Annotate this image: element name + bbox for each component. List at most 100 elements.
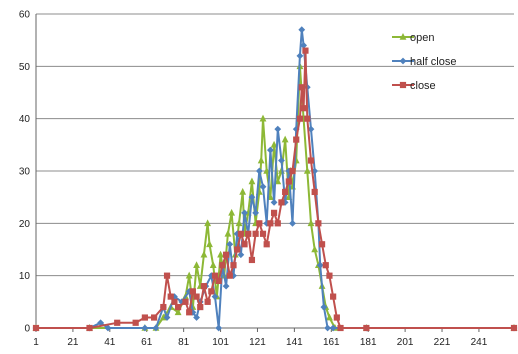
data-point-close: [315, 220, 322, 227]
data-point-close: [163, 272, 171, 279]
data-point-close: [234, 246, 241, 253]
data-point-close: [318, 241, 326, 248]
data-point-close: [197, 303, 204, 311]
data-point-open: [311, 245, 319, 253]
y-tick-label: 60: [19, 10, 31, 21]
data-point-close: [304, 115, 311, 122]
legend-label-close: close: [410, 80, 436, 92]
legend-item-half-close: half close: [392, 56, 456, 68]
data-point-half-close: [222, 282, 230, 290]
data-point-half-close: [215, 324, 223, 332]
data-point-half-close: [152, 324, 160, 332]
legend-label-open: open: [410, 32, 434, 44]
data-point-close: [293, 136, 300, 143]
data-point-open: [270, 140, 278, 148]
data-point-close: [333, 314, 340, 321]
data-point-close: [160, 303, 167, 311]
data-point-close: [282, 188, 289, 196]
data-point-close: [302, 47, 309, 54]
data-point-half-close: [320, 303, 328, 311]
data-point-close: [267, 220, 274, 227]
data-point-half-close: [298, 26, 306, 34]
data-point-close: [363, 324, 370, 332]
y-tick-label: 10: [19, 271, 31, 282]
data-point-close: [114, 319, 121, 326]
data-point-close: [510, 324, 518, 332]
data-point-close: [175, 303, 182, 311]
data-point-half-close: [316, 261, 324, 269]
x-tick-label: 1: [33, 337, 39, 348]
series-half-close: [32, 26, 518, 332]
legend-marker-close: [399, 81, 407, 89]
data-point-close: [204, 298, 211, 305]
data-point-close: [241, 241, 248, 248]
data-point-half-close: [248, 193, 256, 201]
data-point-half-close: [211, 293, 219, 300]
x-tick-label: 141: [286, 337, 303, 348]
data-point-close: [337, 324, 344, 332]
legend-item-open: open: [392, 32, 434, 44]
y-tick-label: 20: [19, 219, 31, 230]
data-point-half-close: [255, 167, 263, 175]
x-tick-label: 101: [212, 337, 229, 348]
data-point-open: [209, 261, 217, 268]
data-point-open: [204, 219, 212, 227]
x-tick-label: 81: [178, 337, 190, 348]
data-point-close: [171, 298, 178, 305]
data-point-close: [237, 230, 244, 237]
data-point-close: [248, 256, 256, 264]
data-point-half-close: [259, 183, 267, 191]
data-point-open: [206, 240, 213, 248]
data-point-close: [322, 262, 329, 269]
series-group: [32, 26, 518, 332]
data-point-half-close: [300, 42, 308, 49]
data-point-close: [219, 262, 226, 269]
data-point-open: [248, 177, 256, 185]
data-point-half-close: [241, 209, 248, 217]
data-point-close: [86, 324, 93, 332]
y-tick-label: 40: [19, 114, 31, 125]
legend: open half close close: [392, 32, 456, 92]
data-point-open: [200, 250, 208, 258]
data-point-close: [215, 277, 222, 284]
data-point-half-close: [278, 157, 285, 164]
data-point-close: [189, 288, 196, 295]
data-point-close: [200, 283, 208, 290]
legend-item-close: close: [392, 80, 436, 92]
x-tick-label: 201: [397, 337, 414, 348]
legend-label-half-close: half close: [410, 56, 456, 68]
data-point-open: [303, 167, 311, 174]
data-point-close: [182, 298, 189, 305]
data-point-open: [193, 261, 200, 268]
data-point-half-close: [226, 240, 234, 248]
x-tick-label: 41: [104, 337, 116, 348]
data-point-close: [298, 84, 305, 91]
data-point-close: [278, 199, 285, 206]
data-point-close: [256, 220, 263, 227]
x-tick-label: 241: [471, 337, 488, 348]
data-point-open: [259, 114, 267, 122]
data-point-half-close: [289, 219, 296, 227]
data-point-close: [193, 293, 200, 300]
data-point-half-close: [237, 251, 245, 259]
data-point-close: [296, 115, 304, 122]
data-point-close: [208, 288, 215, 295]
data-point-open: [239, 187, 247, 195]
data-point-open: [217, 250, 224, 258]
data-point-close: [270, 209, 278, 216]
legend-marker-half-close: [399, 57, 407, 65]
data-point-half-close: [104, 324, 112, 332]
data-point-half-close: [266, 146, 274, 154]
data-point-close: [245, 230, 252, 237]
data-point-close: [307, 157, 315, 164]
data-point-half-close: [281, 199, 289, 206]
data-point-half-close: [141, 324, 149, 332]
data-point-close: [141, 314, 148, 321]
data-point-close: [32, 324, 40, 332]
data-point-half-close: [193, 314, 200, 321]
series-close: [32, 47, 518, 332]
data-point-half-close: [296, 52, 304, 60]
data-point-close: [186, 309, 193, 316]
